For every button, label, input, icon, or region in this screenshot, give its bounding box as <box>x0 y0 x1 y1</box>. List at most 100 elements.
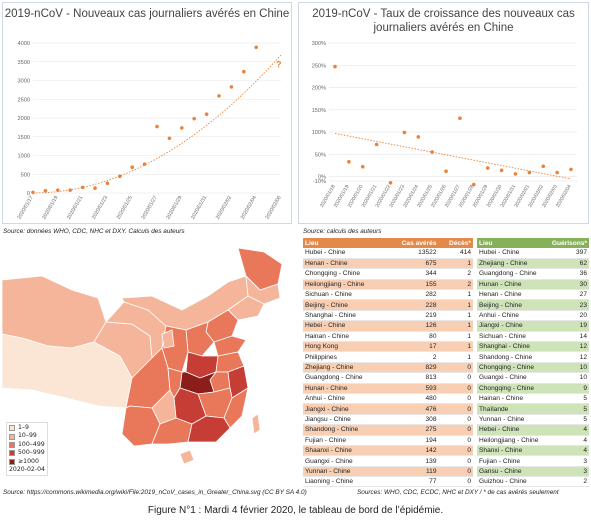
data-point <box>374 142 379 147</box>
table-cell: 3 <box>546 466 589 478</box>
table-cell: 1 <box>438 258 473 270</box>
table-row: Shandong - Chine 12 <box>477 351 589 363</box>
table-row: Zhejiang - Chine 829 0 <box>303 362 473 374</box>
table-cell: 397 <box>546 248 589 259</box>
table-cell: 0 <box>438 435 473 446</box>
table-cell: 2 <box>546 476 589 488</box>
x-tick-label: 2020/01/19 <box>41 195 59 221</box>
table-row: Guangdong - Chine 36 <box>477 268 589 280</box>
table-cell: Guizhou - Chine <box>477 476 547 488</box>
table-cell: 14 <box>546 331 589 343</box>
table-cell: 829 <box>387 362 439 374</box>
legend-swatch <box>9 458 15 465</box>
table-row: Chongqing - Chine 344 2 <box>303 268 473 280</box>
table-cell: Henan - Chine <box>477 289 547 301</box>
data-point <box>142 162 147 166</box>
table-row: Hunan - Chine 593 0 <box>303 383 473 394</box>
source-note: Source: https://commons.wikimedia.org/wi… <box>3 489 307 496</box>
table-row: Anhui - Chine 20 <box>477 310 589 322</box>
table-cell: Hebei - Chine <box>477 424 547 436</box>
x-tick-label: 2020/01/29 <box>165 195 183 221</box>
table-row: Shanxi - Chine 4 <box>477 445 589 457</box>
table-cell: 476 <box>387 403 439 415</box>
table-cell: Heilongjiang - Chine <box>477 435 547 446</box>
table-cell: Hainan - Chine <box>477 393 547 405</box>
data-point <box>541 164 546 169</box>
table-row: Guangdong - Chine 813 0 <box>303 372 473 384</box>
table-cell: Sichuan - Chine <box>477 331 547 343</box>
table-row: Shaanxi - Chine 142 0 <box>303 445 473 457</box>
table-row: Hubei - Chine 397 <box>477 248 589 259</box>
table-cell: 2 <box>387 351 439 363</box>
table-row: Hebei - Chine 4 <box>477 424 589 436</box>
table-cell: 19 <box>546 320 589 332</box>
y-tick-label: 250% <box>312 63 326 69</box>
china-map <box>2 247 283 465</box>
data-point <box>254 45 258 50</box>
table-row: Heilongjiang - Chine 4 <box>477 435 589 446</box>
data-point <box>80 185 85 190</box>
trend-line <box>32 54 282 194</box>
y-tick-label: 300% <box>312 41 326 47</box>
x-tick-label: 2020/01/25 <box>116 195 134 221</box>
table-cell: Hunan - Chine <box>477 279 547 291</box>
table-row: Yunnan - Chine 119 0 <box>303 466 473 478</box>
data-point <box>204 112 209 116</box>
table-cell: Jiangxi - Chine <box>477 320 547 332</box>
table-row: Beijing - Chine 23 <box>477 299 589 311</box>
table-row: Sichuan - Chine 282 1 <box>303 289 473 301</box>
daily-cases-plot: 0 500 1000 1500 2000 2500 3000 3500 4000 2020/01/… <box>17 41 283 221</box>
column-header: Guérisons* <box>546 238 589 248</box>
table-cell: 1 <box>438 341 473 353</box>
table-cell: 1 <box>438 331 473 343</box>
table-cell: Shanghai - Chine <box>477 341 547 353</box>
table-cell: 0 <box>438 403 473 415</box>
y-tick-label: 150% <box>312 108 326 114</box>
y-tick-label: 500 <box>21 172 30 178</box>
table-cell: Beijing - Chine <box>303 299 388 311</box>
table-cell: 1 <box>438 310 473 322</box>
table-row: Henan - Chine 675 1 <box>303 258 473 270</box>
table-cell: 30 <box>546 279 589 291</box>
table-cell: 4 <box>546 424 589 436</box>
table-cell: Guangdong - Chine <box>477 268 547 280</box>
table-cell: Hunan - Chine <box>303 383 388 394</box>
data-point <box>155 124 159 129</box>
cases-table: Lieu Cas avérés Décès* Hubei - Chine 1352… <box>303 238 473 488</box>
table-row: Chongqing - Chine 10 <box>477 362 589 374</box>
table-cell: 139 <box>387 455 439 467</box>
data-point <box>192 116 196 121</box>
table-cell: Heilongjiang - Chine <box>303 279 388 291</box>
data-point <box>68 188 72 192</box>
data-point <box>458 116 462 121</box>
table-cell: 126 <box>387 320 439 332</box>
table-row: Gansu - Chine 3 <box>477 466 589 478</box>
table-cell: 12 <box>546 351 589 363</box>
x-tick-label: 2020/02/06 <box>265 195 283 221</box>
daily-cases-chart: 2019-nCoV - Nouveaux cas journaliers avé… <box>2 2 292 224</box>
legend-item: 500–999 <box>9 449 45 457</box>
source-note: Sources: WHO, CDC, ECDC, NHC et DXY / * … <box>357 489 559 496</box>
y-tick-label: 0 <box>27 191 30 197</box>
data-point <box>56 188 60 192</box>
table-cell: 344 <box>387 268 439 280</box>
data-point <box>360 164 365 169</box>
y-tick-label: 1500 <box>18 135 30 141</box>
table-cell: 23 <box>546 299 589 311</box>
table-row: Guangxi - Chine 10 <box>477 372 589 384</box>
table-cell: Jiangxi - Chine <box>303 403 388 415</box>
table-cell: Hebei - Chine <box>303 320 388 332</box>
chart-title: 2019-nCoV - Nouveaux cas journaliers avé… <box>4 8 290 20</box>
table-cell: Hubei - Chine <box>303 248 388 259</box>
table-row: Hong Kong 17 1 <box>303 341 473 353</box>
table-row: Guizhou - Chine 2 <box>477 476 589 488</box>
table-cell: 0 <box>438 445 473 457</box>
table-row: Shanghai - Chine 219 1 <box>303 310 473 322</box>
table-cell: 0 <box>438 383 473 394</box>
table-cell: Sichuan - Chine <box>303 289 388 301</box>
table-cell: Gansu - Chine <box>477 466 547 478</box>
data-point <box>31 190 35 195</box>
table-cell: 17 <box>387 341 439 353</box>
legend-item: 1–9 <box>9 424 45 432</box>
data-point <box>93 186 97 190</box>
